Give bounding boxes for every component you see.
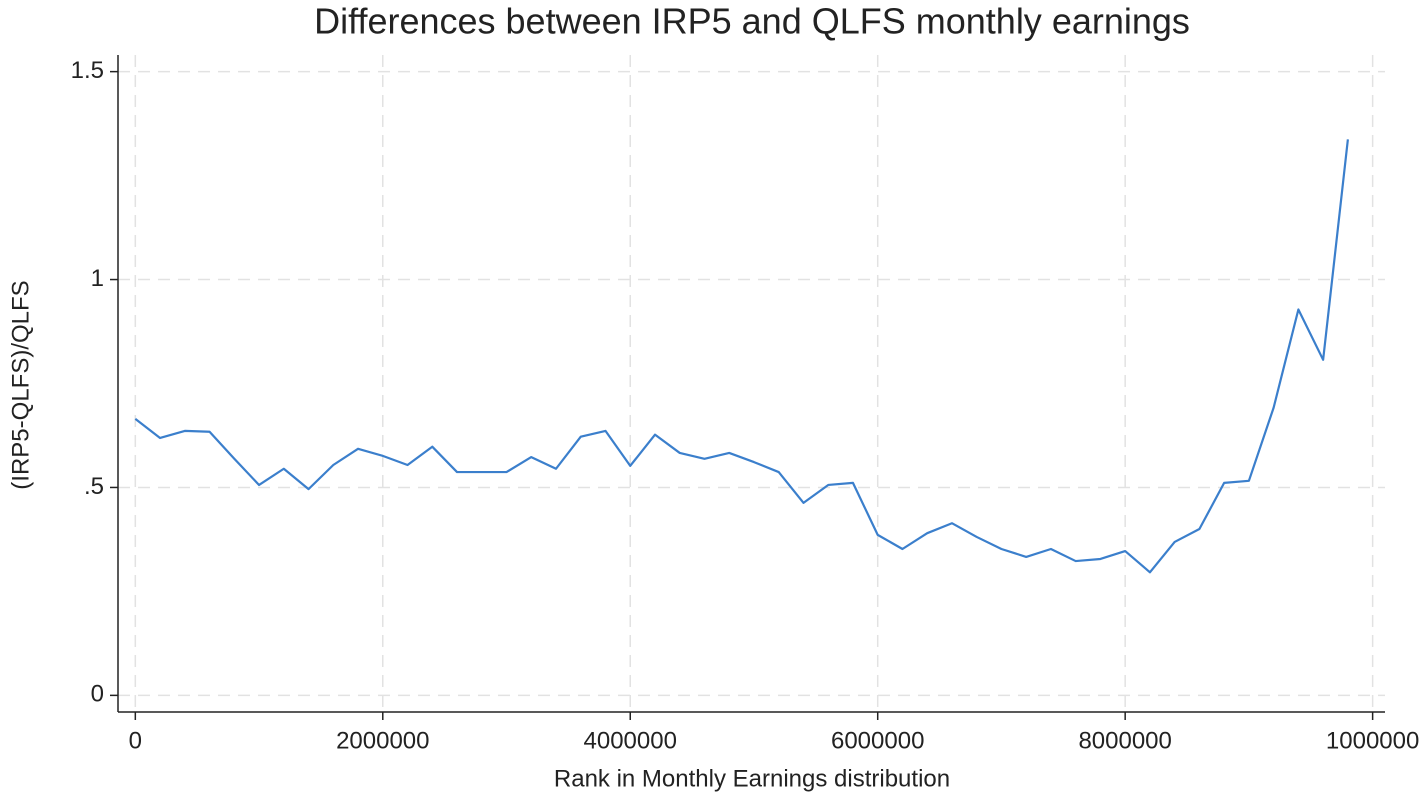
- y-axis-label: (IRP5-QLFS)/QLFS: [7, 280, 34, 489]
- y-tick-label: 1.5: [71, 57, 104, 84]
- data-line: [134, 139, 1349, 574]
- x-tick-label: 4000000: [584, 727, 677, 754]
- y-tick-label: .5: [84, 473, 104, 500]
- x-axis-label: Rank in Monthly Earnings distribution: [554, 765, 950, 792]
- x-tick-label: 6000000: [831, 727, 924, 754]
- y-tick-label: 1: [91, 265, 104, 292]
- chart-title: Differences between IRP5 and QLFS monthl…: [314, 1, 1190, 42]
- x-tick-label: 2000000: [336, 727, 429, 754]
- x-tick-label: 8000000: [1078, 727, 1171, 754]
- x-tick-label: 0: [129, 727, 142, 754]
- y-tick-label: 0: [91, 681, 104, 708]
- x-tick-label: 1000000: [1326, 727, 1419, 754]
